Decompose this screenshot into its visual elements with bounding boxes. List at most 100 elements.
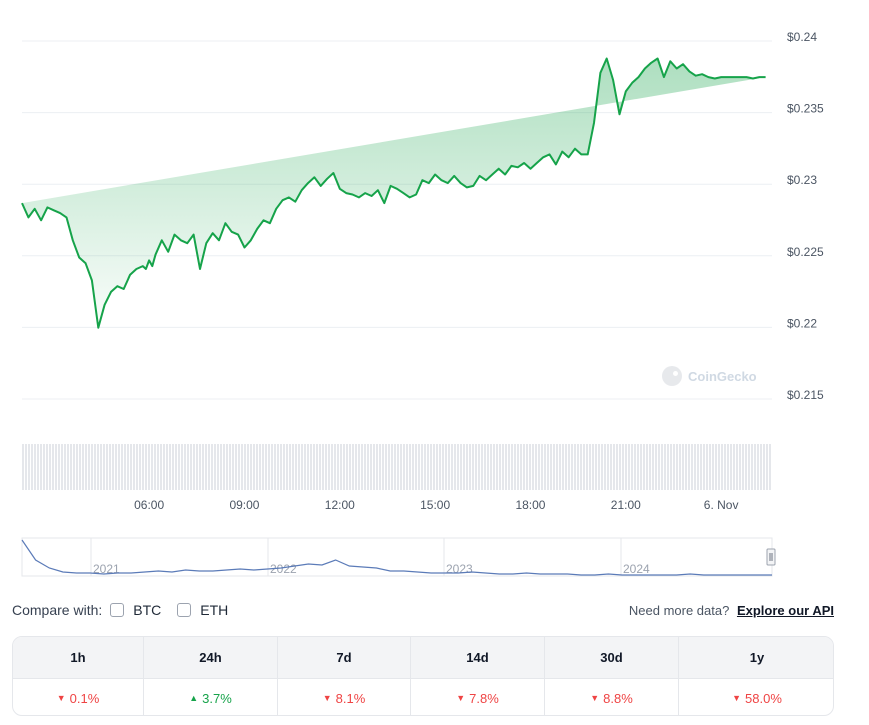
volume-bar [460, 444, 462, 490]
volume-bar [307, 444, 309, 490]
volume-bar [484, 444, 486, 490]
change-1y: ▼ 58.0% [679, 678, 833, 715]
eth-checkbox[interactable] [177, 603, 192, 617]
volume-bar [154, 444, 156, 490]
volume-bar [679, 444, 681, 490]
volume-bar [448, 444, 450, 490]
volume-bar [721, 444, 723, 490]
volume-bar [130, 444, 132, 490]
y-tick-label: $0.235 [787, 102, 824, 116]
volume-bar [373, 444, 375, 490]
compare-btc-toggle[interactable]: BTC [110, 602, 161, 618]
volume-bar [760, 444, 762, 490]
volume-bar [229, 444, 231, 490]
volume-bar [466, 444, 468, 490]
volume-bar [292, 444, 294, 490]
volume-bar [439, 444, 441, 490]
volume-bar [322, 444, 324, 490]
volume-bar [337, 444, 339, 490]
volume-bar [85, 444, 87, 490]
volume-bar [655, 444, 657, 490]
volume-bar [205, 444, 207, 490]
compare-label: Compare with: [12, 602, 103, 618]
volume-bar [565, 444, 567, 490]
change-7d-value: 8.1% [335, 690, 366, 706]
volume-bar [286, 444, 288, 490]
volume-bar [478, 444, 480, 490]
volume-bar [313, 444, 315, 490]
volume-bar [547, 444, 549, 490]
volume-bar [238, 444, 240, 490]
volume-bar [133, 444, 135, 490]
volume-bar [571, 444, 573, 490]
performance-table: 1h 24h 7d 14d 30d 1y ▼ 0.1% ▲ 3.7% ▼ 8.1% ▼… [12, 636, 834, 716]
range-navigator[interactable]: 2021 2022 2023 2024 [21, 537, 776, 577]
volume-bar [769, 444, 771, 490]
volume-bar [385, 444, 387, 490]
volume-bar [106, 444, 108, 490]
volume-bar [508, 444, 510, 490]
volume-bar [274, 444, 276, 490]
volume-bar [631, 444, 633, 490]
volume-bar [538, 444, 540, 490]
volume-bar [103, 444, 105, 490]
volume-bar [64, 444, 66, 490]
navigator-year-label: 2022 [270, 562, 297, 576]
volume-bar [496, 444, 498, 490]
volume-bar [481, 444, 483, 490]
volume-bar [706, 444, 708, 490]
volume-bar [163, 444, 165, 490]
volume-bar [340, 444, 342, 490]
volume-bar [421, 444, 423, 490]
volume-bar [34, 444, 36, 490]
change-14d-arrow-icon: ▼ [456, 693, 466, 703]
volume-bar [127, 444, 129, 490]
volume-bar [367, 444, 369, 490]
volume-bar [49, 444, 51, 490]
volume-bar [406, 444, 408, 490]
change-24h: ▲ 3.7% [144, 678, 278, 715]
volume-bar [520, 444, 522, 490]
volume-bar [652, 444, 654, 490]
volume-bar [328, 444, 330, 490]
volume-bar [451, 444, 453, 490]
volume-bar [226, 444, 228, 490]
volume-bar [253, 444, 255, 490]
navigator-handle[interactable] [766, 548, 776, 566]
volume-bar [88, 444, 90, 490]
volume-bar [541, 444, 543, 490]
volume-bar [199, 444, 201, 490]
volume-bar [418, 444, 420, 490]
volume-bar [148, 444, 150, 490]
volume-bar [334, 444, 336, 490]
price-chart[interactable]: $0.24$0.235$0.23$0.225$0.22$0.215 06:00 0… [0, 0, 869, 595]
volume-bar [394, 444, 396, 490]
volume-bar [430, 444, 432, 490]
volume-bars [22, 444, 771, 490]
volume-bar [661, 444, 663, 490]
volume-bar [616, 444, 618, 490]
volume-bar [757, 444, 759, 490]
btc-checkbox[interactable] [110, 603, 125, 617]
volume-bar [277, 444, 279, 490]
explore-api-link[interactable]: Explore our API [736, 602, 834, 618]
volume-bar [712, 444, 714, 490]
volume-bar [544, 444, 546, 490]
volume-bar [145, 444, 147, 490]
volume-bar [724, 444, 726, 490]
eth-label: ETH [200, 602, 229, 618]
volume-bar [349, 444, 351, 490]
volume-bar [256, 444, 258, 490]
compare-eth-toggle[interactable]: ETH [177, 602, 228, 618]
x-tick-label: 09:00 [229, 498, 259, 512]
volume-bar [559, 444, 561, 490]
volume-bar [244, 444, 246, 490]
volume-bar [730, 444, 732, 490]
volume-bar [763, 444, 765, 490]
volume-bar [157, 444, 159, 490]
price-line-group [21, 57, 766, 329]
volume-bar [487, 444, 489, 490]
api-cta: Need more data? Explore our API [629, 603, 834, 618]
btc-label: BTC [133, 602, 162, 618]
volume-bar [526, 444, 528, 490]
